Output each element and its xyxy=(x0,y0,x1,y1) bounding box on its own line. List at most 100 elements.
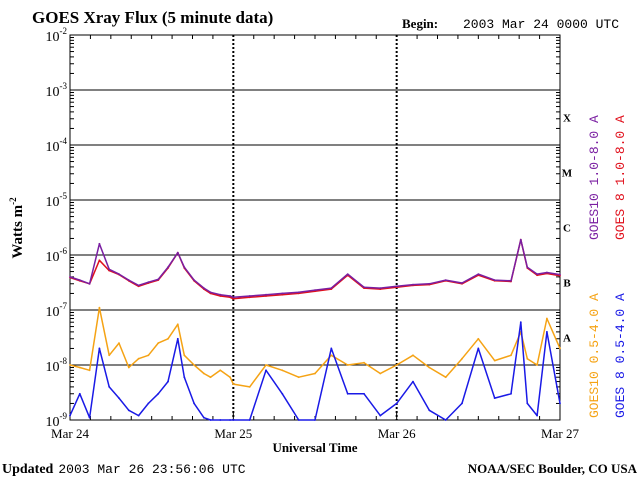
data-point xyxy=(330,354,333,357)
data-point xyxy=(248,296,251,299)
data-point xyxy=(248,386,251,388)
flare-class-B: B xyxy=(563,278,571,290)
data-point xyxy=(157,392,160,395)
data-point xyxy=(193,402,196,405)
data-point xyxy=(248,419,251,421)
chart-title: GOES Xray Flux (5 minute data) xyxy=(32,8,273,27)
data-point xyxy=(297,376,300,379)
data-point xyxy=(127,366,130,369)
data-point xyxy=(69,364,71,366)
data-point xyxy=(395,402,398,405)
y-tick-label: 10-7 xyxy=(46,301,68,320)
data-point xyxy=(232,297,235,300)
data-point xyxy=(510,354,512,357)
legend-goes10-long: GOES10 1.0-8.0 A xyxy=(587,115,602,240)
data-point xyxy=(209,419,212,421)
data-point xyxy=(78,279,81,281)
legend-goes8-long: GOES 8 1.0-8.0 A xyxy=(613,115,628,240)
data-point xyxy=(229,419,232,421)
source-label: NOAA/SEC Boulder, CO USA xyxy=(468,461,638,476)
data-point xyxy=(193,279,196,281)
data-point xyxy=(265,295,267,297)
data-point xyxy=(147,402,150,405)
data-point xyxy=(176,337,179,340)
data-point xyxy=(78,366,81,369)
data-point xyxy=(98,259,101,262)
data-point xyxy=(363,361,365,364)
data-point xyxy=(412,380,414,383)
data-point xyxy=(265,364,267,366)
data-point xyxy=(183,266,186,269)
data-point xyxy=(137,284,140,287)
data-point xyxy=(127,409,130,412)
data-point xyxy=(108,386,111,388)
data-point xyxy=(346,392,349,395)
data-point xyxy=(444,376,447,379)
begin-value: 2003 Mar 24 0000 UTC xyxy=(463,17,619,32)
data-point xyxy=(157,278,160,281)
data-point xyxy=(98,347,101,350)
flare-class-X: X xyxy=(563,113,571,125)
data-point xyxy=(395,285,398,288)
data-point xyxy=(536,414,538,417)
data-point xyxy=(203,372,205,375)
data-point xyxy=(232,383,235,385)
updated-label: Updated 2003 Mar 26 23:56:06 UTC xyxy=(2,462,246,477)
data-point xyxy=(167,380,169,383)
data-point xyxy=(477,337,480,340)
data-point xyxy=(69,276,71,278)
series-layer xyxy=(69,238,561,421)
data-point xyxy=(330,347,333,350)
data-point xyxy=(78,392,81,395)
data-point xyxy=(232,419,235,421)
data-point xyxy=(493,359,496,362)
data-point xyxy=(219,295,222,297)
data-point xyxy=(379,287,382,289)
data-point xyxy=(346,364,349,366)
data-point xyxy=(88,369,91,372)
data-point xyxy=(209,376,212,379)
data-point xyxy=(510,392,512,395)
data-point xyxy=(176,323,179,326)
data-point xyxy=(183,354,186,357)
data-point xyxy=(461,357,463,360)
data-point xyxy=(546,271,548,274)
data-point xyxy=(363,392,365,395)
x-tick-label: Mar 24 xyxy=(51,426,89,441)
data-point xyxy=(536,364,538,366)
data-point xyxy=(559,347,561,350)
data-point xyxy=(281,293,284,296)
data-point xyxy=(559,273,561,276)
data-point xyxy=(546,317,548,320)
flare-class-M: M xyxy=(562,168,573,180)
data-point xyxy=(444,279,447,281)
data-point xyxy=(559,402,561,405)
data-point xyxy=(444,419,447,421)
x-axis-title: Universal Time xyxy=(272,440,357,455)
data-point xyxy=(493,397,496,399)
data-point xyxy=(229,295,232,297)
data-point xyxy=(526,357,529,360)
flare-class-A: A xyxy=(563,333,571,345)
data-point xyxy=(379,372,382,375)
data-point xyxy=(314,419,316,421)
data-point xyxy=(98,242,101,245)
data-point xyxy=(428,366,431,369)
x-tick-label: Mar 25 xyxy=(214,426,252,441)
data-point xyxy=(519,238,522,241)
data-point xyxy=(281,369,284,372)
data-point xyxy=(118,273,120,275)
data-point xyxy=(137,414,140,417)
data-point xyxy=(167,337,169,340)
x-tick-label: Mar 26 xyxy=(378,426,416,441)
data-point xyxy=(203,416,205,419)
y-tick-label: 10-5 xyxy=(46,191,68,210)
data-point xyxy=(477,273,480,275)
data-point xyxy=(379,414,382,417)
data-point xyxy=(147,354,150,357)
data-point xyxy=(546,331,548,333)
data-point xyxy=(519,321,522,324)
legend-goes8-short: GOES 8 0.5-4.0 A xyxy=(613,293,628,418)
data-point xyxy=(536,273,538,275)
